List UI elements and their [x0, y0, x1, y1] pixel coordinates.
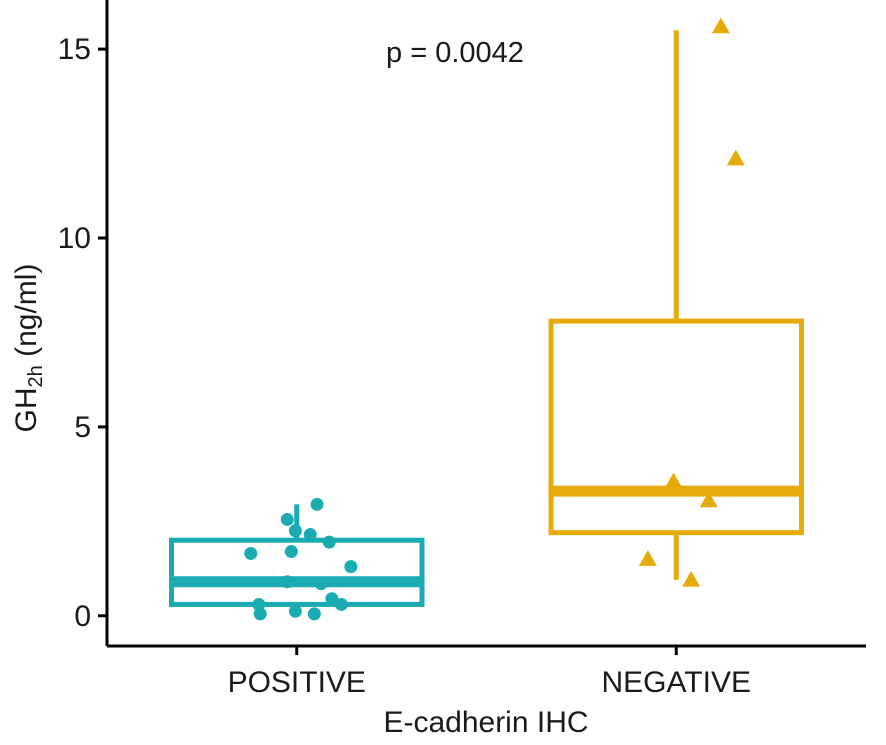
y-axis-title: GH2h (ng/ml) — [10, 264, 47, 433]
x-ticks: POSITIVE NEGATIVE — [228, 646, 751, 699]
data-point — [664, 472, 683, 489]
data-point — [303, 528, 317, 542]
y-tick-label: 5 — [74, 411, 91, 444]
data-point — [322, 535, 336, 549]
x-tick-label: NEGATIVE — [602, 666, 751, 699]
series-negative — [548, 17, 804, 587]
y-axis-title-suffix: (ng/ml) — [10, 264, 43, 366]
data-point — [244, 546, 258, 560]
series-layer — [169, 17, 804, 621]
data-point — [638, 550, 657, 566]
series-positive — [169, 497, 425, 621]
data-point — [682, 570, 701, 587]
y-tick-label: 0 — [74, 600, 91, 633]
p-value-annotation: p = 0.0042 — [386, 37, 524, 69]
y-tick-label: 15 — [58, 33, 91, 66]
x-axis-title: E-cadherin IHC — [383, 706, 588, 739]
data-point — [711, 17, 730, 34]
data-point — [699, 491, 718, 508]
box — [548, 318, 804, 536]
data-point — [253, 607, 267, 621]
data-point — [310, 497, 324, 511]
data-point — [307, 607, 321, 621]
data-point — [288, 524, 302, 538]
y-tick-label: 10 — [58, 222, 91, 255]
data-point — [334, 597, 348, 611]
data-point — [280, 575, 294, 589]
data-point — [344, 560, 358, 574]
data-point — [314, 577, 328, 591]
data-point — [288, 604, 302, 618]
x-tick-label: POSITIVE — [228, 666, 366, 699]
data-point — [280, 512, 294, 526]
y-axis-title-prefix: GH — [10, 387, 43, 432]
y-axis-title-subscript: 2h — [25, 365, 47, 387]
data-point — [726, 149, 745, 166]
data-point — [284, 545, 298, 559]
y-ticks: 0 5 10 15 — [58, 33, 107, 633]
data-point — [325, 592, 339, 606]
